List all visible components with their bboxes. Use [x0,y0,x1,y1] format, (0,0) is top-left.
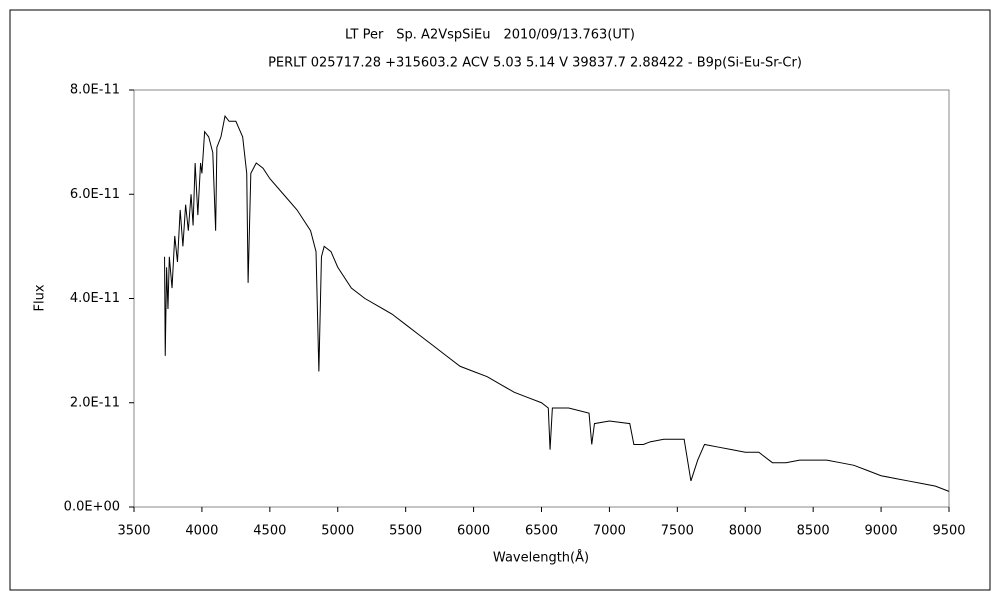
y-tick-label: 8.0E-11 [70,83,120,98]
x-tick-label: 4000 [185,524,218,539]
chart-title: LT Per Sp. A2VspSiEu 2010/09/13.763(UT) [345,28,635,43]
plot-area [133,89,950,508]
x-tick-label: 3500 [117,524,150,539]
x-tick-label: 6000 [457,524,490,539]
y-tick-label: 6.0E-11 [70,187,120,202]
x-tick-label: 7000 [593,524,626,539]
x-tick-label: 8000 [729,524,762,539]
y-tick-label: 4.0E-11 [70,291,120,306]
y-tick-label: 2.0E-11 [70,395,120,410]
x-tick-label: 6500 [525,524,558,539]
x-tick-label: 7500 [661,524,694,539]
chart-subtitle: PERLT 025717.28 +315603.2 ACV 5.03 5.14 … [268,56,802,71]
y-tick-label: 0.0E+00 [64,500,120,515]
x-tick-label: 8500 [797,524,830,539]
x-tick-label: 9000 [865,524,898,539]
spectrum-line [164,114,950,492]
x-tick-label: 9500 [932,524,965,539]
y-axis-label: Flux [33,284,48,311]
x-tick-label: 5000 [321,524,354,539]
x-axis-label: Wavelength(Å) [493,550,589,566]
x-tick-label: 4500 [253,524,286,539]
x-tick-label: 5500 [389,524,422,539]
